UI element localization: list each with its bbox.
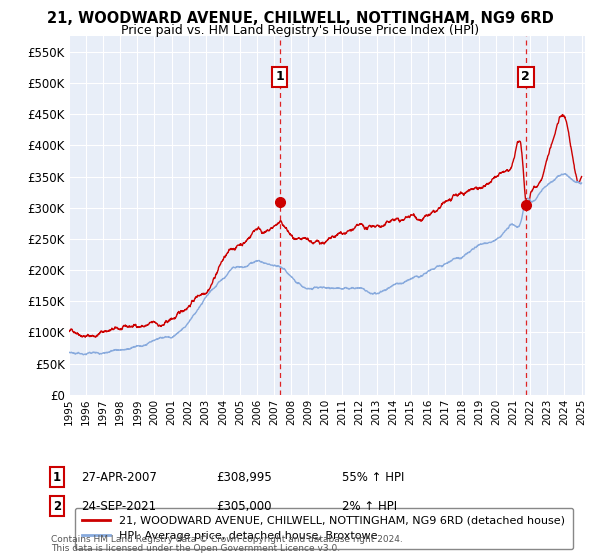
Text: 1: 1 bbox=[53, 470, 61, 484]
Text: 2: 2 bbox=[521, 71, 530, 83]
Text: 2% ↑ HPI: 2% ↑ HPI bbox=[342, 500, 397, 513]
Text: Price paid vs. HM Land Registry's House Price Index (HPI): Price paid vs. HM Land Registry's House … bbox=[121, 24, 479, 36]
Legend: 21, WOODWARD AVENUE, CHILWELL, NOTTINGHAM, NG9 6RD (detached house), HPI: Averag: 21, WOODWARD AVENUE, CHILWELL, NOTTINGHA… bbox=[74, 508, 573, 549]
Text: £305,000: £305,000 bbox=[216, 500, 271, 513]
Text: 21, WOODWARD AVENUE, CHILWELL, NOTTINGHAM, NG9 6RD: 21, WOODWARD AVENUE, CHILWELL, NOTTINGHA… bbox=[47, 11, 553, 26]
Text: £308,995: £308,995 bbox=[216, 470, 272, 484]
Text: Contains HM Land Registry data © Crown copyright and database right 2024.: Contains HM Land Registry data © Crown c… bbox=[51, 535, 403, 544]
Text: 1: 1 bbox=[275, 71, 284, 83]
Text: This data is licensed under the Open Government Licence v3.0.: This data is licensed under the Open Gov… bbox=[51, 544, 340, 553]
Text: 24-SEP-2021: 24-SEP-2021 bbox=[81, 500, 156, 513]
Text: 55% ↑ HPI: 55% ↑ HPI bbox=[342, 470, 404, 484]
Text: 27-APR-2007: 27-APR-2007 bbox=[81, 470, 157, 484]
Text: 2: 2 bbox=[53, 500, 61, 513]
